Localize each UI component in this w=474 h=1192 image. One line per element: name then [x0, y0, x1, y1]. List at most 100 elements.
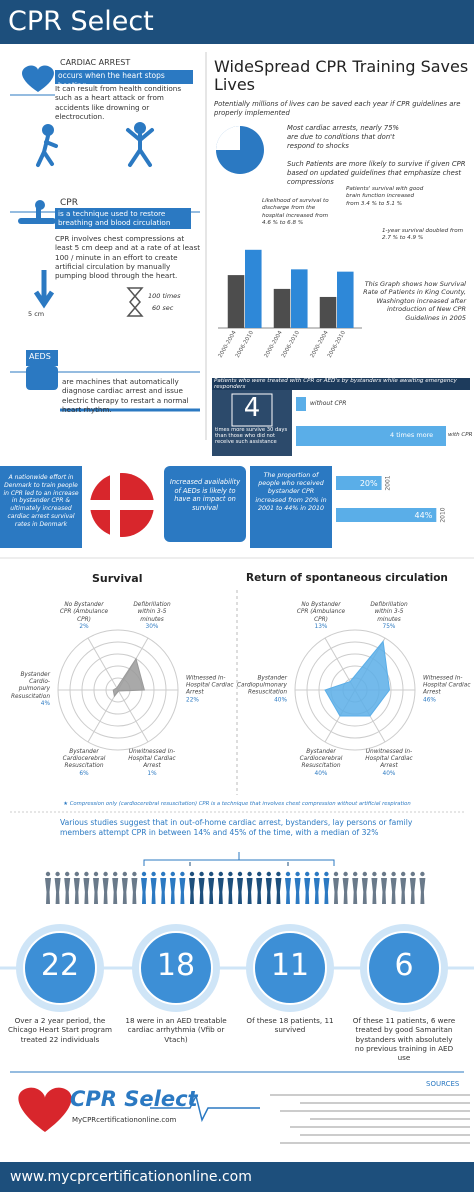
figure-body	[400, 878, 407, 904]
denmark-text: Increased availability of AEDs is likely…	[169, 478, 241, 512]
figure-body	[294, 878, 301, 904]
radar-label: Bystander Cardiocerebral Resuscitation 40…	[295, 749, 347, 778]
radar-value: 75%	[382, 623, 396, 630]
radar-label: No Bystander CPR (Ambulance CPR) 2%	[58, 602, 110, 631]
radar-label: Witnessed In-Hospital Cardiac Arrest 46%	[423, 676, 474, 705]
radar-category: Witnessed In-Hospital Cardiac Arrest	[423, 675, 471, 696]
radar-value: 30%	[145, 623, 159, 630]
figure-head	[247, 871, 252, 877]
section-title: CPR	[60, 198, 78, 208]
depth-arrow	[33, 270, 55, 309]
cpr-icon	[18, 200, 56, 224]
circle-number: 6	[394, 948, 414, 983]
denmark-text: A nationwide effort in Denmark to train …	[3, 474, 79, 528]
studies-text: Various studies suggest that in out-of-h…	[60, 818, 413, 837]
figure-body	[285, 878, 291, 904]
page-title: CPR Select	[8, 6, 154, 37]
figure-head	[285, 871, 291, 877]
figure-head	[276, 871, 281, 877]
radar-spoke	[117, 689, 149, 743]
category-label: 2001	[385, 475, 392, 490]
accident-icons	[36, 122, 154, 167]
section-title: CARDIAC ARREST	[60, 58, 131, 67]
bar-without	[296, 397, 306, 411]
radar-value: 4%	[40, 700, 50, 707]
rate-label: 100 times	[148, 292, 181, 300]
circle-caption: Of these 18 patients, 11 survived	[246, 1016, 334, 1035]
body-text: It can result from health conditions suc…	[55, 84, 200, 122]
figure-head	[401, 871, 406, 877]
figure-body	[323, 878, 330, 904]
figure-head	[362, 871, 367, 877]
figure-body	[141, 878, 147, 904]
figure-body	[102, 878, 109, 904]
radar-value: 40%	[382, 770, 396, 777]
figure-head	[353, 871, 358, 877]
radar-value: 40%	[274, 697, 287, 704]
body-text: CPR involves chest compressions at least…	[55, 234, 201, 281]
bar	[336, 508, 437, 522]
bar	[319, 296, 337, 328]
figure-head	[218, 871, 223, 877]
radar-label: Unwitnessed In-Hospital Cardiac Arrest 1%	[126, 749, 178, 778]
logo-text: CPR Select	[70, 1087, 198, 1111]
figure-body	[333, 878, 339, 904]
radar-title: Survival	[92, 572, 143, 585]
figure-body	[160, 878, 167, 904]
bar-with	[296, 426, 446, 446]
annotation: Likelihood of survival to discharge from…	[262, 198, 329, 226]
box-dark	[212, 390, 292, 456]
big-number: 4	[243, 393, 261, 423]
radar-category: Witnessed In-Hospital Cardiac Arrest	[186, 675, 234, 696]
bar	[337, 271, 354, 328]
figure-body	[352, 878, 359, 904]
figure-body	[150, 878, 157, 904]
flag-cross	[110, 473, 120, 537]
category-label: 2010	[439, 507, 446, 522]
figure-head	[113, 871, 118, 877]
figure-body	[93, 878, 99, 904]
denmark-box	[0, 466, 82, 548]
radar-category: Defibrillation within 3-5 minutes	[133, 602, 171, 623]
figure-head	[45, 871, 51, 877]
figure-body	[217, 878, 224, 904]
big-number-frame	[231, 393, 273, 427]
radar-label: No Bystander CPR (Ambulance CPR) 13%	[295, 602, 347, 631]
radar-value: 40%	[314, 770, 328, 777]
figure-row	[45, 871, 426, 904]
chart-caption: This Graph shows how Survival Rate of Pa…	[363, 280, 466, 322]
figure-head	[295, 871, 300, 877]
figure-body	[390, 878, 397, 904]
circle-number: 11	[270, 948, 310, 983]
figure-body	[275, 878, 282, 904]
data-label: 20%	[360, 479, 378, 488]
box-heading: Patients who were treated with CPR or AE…	[214, 378, 457, 391]
circle-number: 22	[40, 948, 80, 983]
bar	[273, 288, 291, 328]
figure-head	[151, 871, 156, 877]
figure-body	[409, 878, 416, 904]
figure-body	[246, 878, 253, 904]
figure-head	[305, 871, 310, 877]
aed-box	[164, 466, 246, 542]
radar-category: Bystander Cardiocerebral Resuscitation	[299, 748, 343, 770]
figure-head	[237, 871, 243, 877]
circle-caption: Over a 2 year period, the Chicago Heart …	[8, 1016, 112, 1044]
figure-head	[93, 871, 99, 877]
radar-value: 1%	[147, 770, 157, 777]
radar-category: Unwitnessed In-Hospital Cardiac Arrest	[128, 748, 176, 770]
pie-icon-slice	[216, 126, 240, 150]
section-title: AEDS	[29, 352, 51, 361]
figure-head	[55, 871, 60, 877]
figure-body	[169, 878, 176, 904]
source-lines	[270, 1094, 470, 1144]
figure-body	[371, 878, 378, 904]
figure-body	[227, 878, 234, 904]
bar	[227, 275, 245, 328]
figure-body	[121, 878, 128, 904]
radar-category: Defibrillation within 3-5 minutes	[370, 602, 408, 623]
figure-head	[122, 871, 128, 877]
figure-head	[189, 871, 195, 877]
